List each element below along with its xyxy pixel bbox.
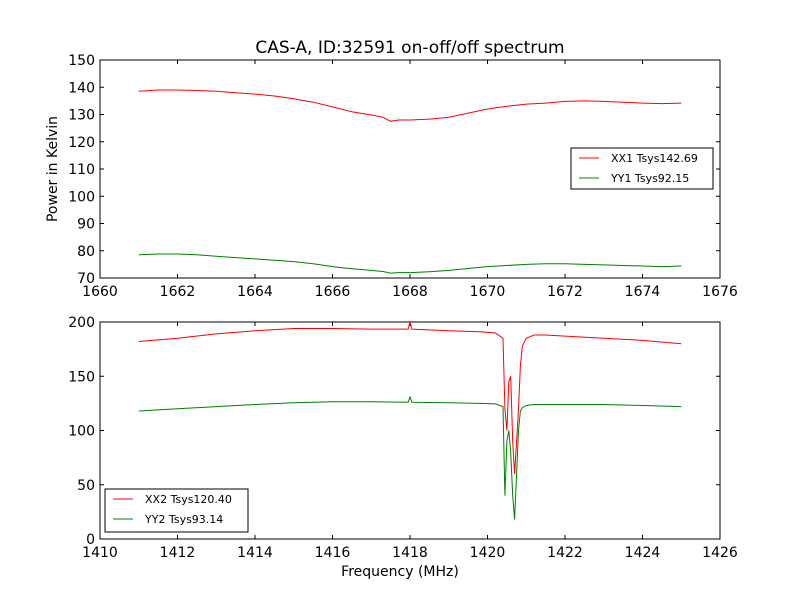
y-tick-label: 100	[68, 424, 95, 440]
y-tick-label: 130	[68, 108, 95, 124]
y-axis-label: Power in Kelvin	[45, 116, 61, 222]
legend-box	[104, 488, 249, 533]
x-tick-label: 1670	[470, 284, 506, 300]
y-tick-label: 150	[68, 369, 95, 385]
x-axis-label: Frequency (MHz)	[341, 564, 459, 580]
x-tick-label: 1666	[315, 284, 351, 300]
series-line	[138, 89, 682, 122]
x-tick-label: 1662	[160, 284, 196, 300]
x-tick-label: 1416	[315, 545, 351, 561]
y-tick-label: 70	[77, 271, 95, 287]
x-tick-label: 1420	[470, 545, 506, 561]
bottom-panel: 1410 1412 1414 1416 1418 1420 1422 1424 1426 0 50 1…	[68, 315, 738, 580]
y-tick-label: 200	[68, 315, 95, 331]
y-tick-label: 100	[68, 189, 95, 205]
legend-box	[570, 147, 714, 190]
y-tick-label: 80	[77, 244, 95, 260]
x-tick-label: 1664	[237, 284, 273, 300]
y-tick-label: 110	[68, 162, 95, 178]
series-line	[138, 253, 682, 274]
x-tick-label: 1668	[392, 284, 428, 300]
x-tick-label: 1426	[702, 545, 738, 561]
x-tick-label: 1424	[625, 545, 661, 561]
legend: XX2 Tsys120.40 YY2 Tsys93.14	[104, 488, 249, 533]
y-tick-label: 50	[77, 478, 95, 494]
x-tick-label: 1414	[237, 545, 273, 561]
x-tick-label: 1676	[702, 284, 738, 300]
legend-label: YY1 Tsys92.15	[610, 172, 689, 185]
x-tick-label: 1672	[547, 284, 583, 300]
series-line	[138, 395, 682, 520]
y-tick-label: 90	[77, 217, 95, 233]
legend-label: YY2 Tsys93.14	[144, 513, 223, 526]
x-tick-label: 1418	[392, 545, 428, 561]
x-tick-label: 1660	[82, 284, 118, 300]
legend-label: XX1 Tsys142.69	[611, 152, 698, 165]
chart-title: CAS-A, ID:32591 on-off/off spectrum	[255, 38, 564, 58]
x-tick-label: 1422	[547, 545, 583, 561]
x-tick-label: 1412	[160, 545, 196, 561]
legend-label: XX2 Tsys120.40	[145, 493, 232, 506]
y-tick-label: 140	[68, 80, 95, 96]
y-tick-label: 150	[68, 53, 95, 69]
top-panel: 1660 1662 1664 1666 1668 1670 1672 1674 1676 70 80…	[45, 53, 738, 300]
x-tick-label: 1410	[82, 545, 118, 561]
y-tick-label: 120	[68, 135, 95, 151]
y-tick-label: 0	[86, 532, 95, 548]
series-line	[138, 320, 682, 474]
x-tick-label: 1674	[625, 284, 661, 300]
legend: XX1 Tsys142.69 YY1 Tsys92.15	[570, 147, 714, 190]
